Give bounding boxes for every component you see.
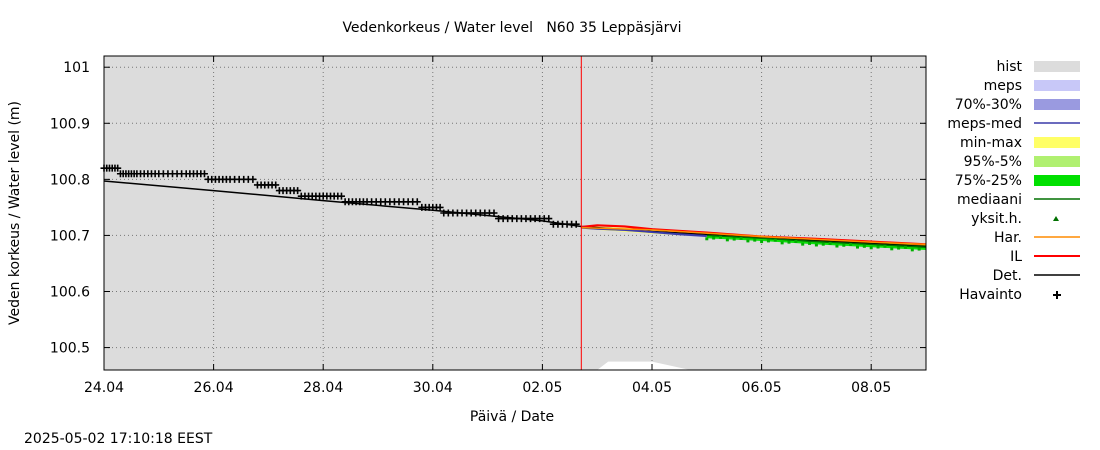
ensemble-marker	[739, 236, 743, 240]
ensemble-marker	[910, 248, 914, 252]
legend-label-75-25: 75%-25%	[955, 173, 1022, 189]
timestamp: 2025-05-02 17:10:18 EEST	[24, 431, 213, 447]
legend-swatch-75-25	[1034, 175, 1080, 186]
legend-swatch-hist	[1034, 61, 1080, 72]
y-tick-label: 100.7	[50, 228, 90, 244]
observation-markers	[100, 164, 921, 252]
hist-gap-area	[581, 361, 707, 370]
ensemble-marker	[705, 237, 709, 241]
y-tick-label: 100.5	[50, 341, 90, 357]
legend-label-min-max: min-max	[960, 135, 1022, 151]
y-tick-label: 101	[63, 60, 90, 76]
legend-label-det: Det.	[993, 268, 1022, 284]
ensemble-marker	[780, 241, 784, 245]
observation-point	[436, 203, 444, 211]
ensemble-marker	[862, 244, 866, 248]
line-mediaani	[706, 234, 927, 248]
x-tick-label: 28.04	[303, 380, 343, 396]
ensemble-marker	[876, 245, 880, 249]
series-lines	[103, 180, 927, 248]
legend-label-meps: meps	[984, 78, 1022, 94]
x-axis-label: Päivä / Date	[470, 409, 554, 425]
legend-label-95-5: 95%-5%	[964, 154, 1022, 170]
observation-point	[545, 215, 553, 223]
observation-point	[272, 181, 280, 189]
legend-label-meps-med: meps-med	[947, 116, 1022, 132]
observation-point	[200, 170, 208, 178]
x-tick-label: 30.04	[413, 380, 453, 396]
ensemble-marker	[897, 246, 901, 250]
plot-frame	[103, 55, 927, 371]
ensemble-marker	[725, 238, 729, 242]
observation-point	[114, 164, 122, 172]
ensemble-marker	[917, 247, 921, 251]
ensemble-marker	[890, 247, 894, 251]
line-har	[581, 226, 927, 246]
observation-point	[294, 187, 302, 195]
legend-swatch-min-max	[1034, 137, 1080, 148]
ensemble-marker	[794, 239, 798, 243]
legend-swatch-havainto	[1053, 291, 1061, 299]
legend-label-har: Har.	[994, 230, 1022, 246]
legend: hist meps 70%-30% meps-med min-max 95%-5% 75%-…	[947, 59, 1080, 303]
ensemble-marker	[883, 244, 887, 248]
ensemble-marker	[814, 243, 818, 247]
y-axis-ticks: 100.5 100.6 100.7 100.8 100.9 101	[50, 60, 926, 357]
legend-swatch-95-5	[1034, 156, 1080, 167]
ensemble-marker	[719, 235, 722, 239]
hist-gap-polygon	[581, 361, 707, 370]
ensemble-marker	[835, 244, 839, 248]
chart-title: Vedenkorkeus / Water level N60 35 Leppäs…	[342, 20, 681, 36]
ensemble-marker	[821, 242, 825, 246]
line-det	[103, 180, 927, 248]
x-tick-label: 02.05	[522, 380, 562, 396]
legend-label-yksit-h: yksit.h.	[971, 211, 1022, 227]
ensemble-marker	[773, 238, 777, 242]
ensemble-marker	[732, 237, 736, 241]
ensemble-marker	[712, 236, 716, 240]
observation-point	[249, 175, 257, 183]
ensemble-marker	[766, 239, 770, 243]
ensemble-marker	[746, 239, 750, 243]
legend-swatch-meps	[1034, 80, 1080, 91]
x-tick-label: 26.04	[194, 380, 234, 396]
legend-swatch-yksit-h	[1053, 216, 1059, 221]
ensemble-marker	[856, 245, 859, 249]
y-axis-label: Veden korkeus / Water level (m)	[7, 101, 23, 325]
x-tick-label: 08.05	[851, 380, 891, 396]
legend-label-mediaani: mediaani	[957, 192, 1022, 208]
x-tick-label: 06.05	[742, 380, 782, 396]
x-tick-label: 24.04	[84, 380, 124, 396]
ensemble-marker	[753, 238, 757, 242]
ensemble-marker	[787, 240, 791, 244]
legend-swatch-70-30	[1034, 99, 1080, 110]
grid-lines	[104, 56, 926, 370]
observation-point	[490, 209, 498, 217]
x-tick-label: 04.05	[632, 380, 672, 396]
y-tick-label: 100.6	[50, 285, 90, 301]
y-tick-label: 100.9	[50, 116, 90, 132]
observation-point	[413, 198, 421, 206]
ensemble-marker	[869, 246, 873, 250]
ensemble-marker	[808, 241, 812, 245]
x-axis-ticks: 24.04 26.04 28.04 30.04 02.05 04.05 06.05 08.05	[84, 56, 891, 396]
ensemble-marker	[801, 242, 805, 246]
ensemble-marker	[760, 240, 764, 244]
legend-label-hist: hist	[996, 59, 1022, 75]
ensemble-marker	[903, 245, 907, 249]
legend-label-il: IL	[1010, 249, 1022, 265]
ensemble-marker	[842, 243, 846, 247]
observation-point	[572, 220, 580, 228]
plot-background	[104, 56, 926, 370]
observation-point	[337, 192, 345, 200]
legend-label-70-30: 70%-30%	[955, 97, 1022, 113]
legend-label-havainto: Havainto	[959, 287, 1022, 303]
ensemble-marker	[849, 242, 853, 246]
ensemble-marker	[828, 241, 832, 245]
y-tick-label: 100.8	[50, 172, 90, 188]
